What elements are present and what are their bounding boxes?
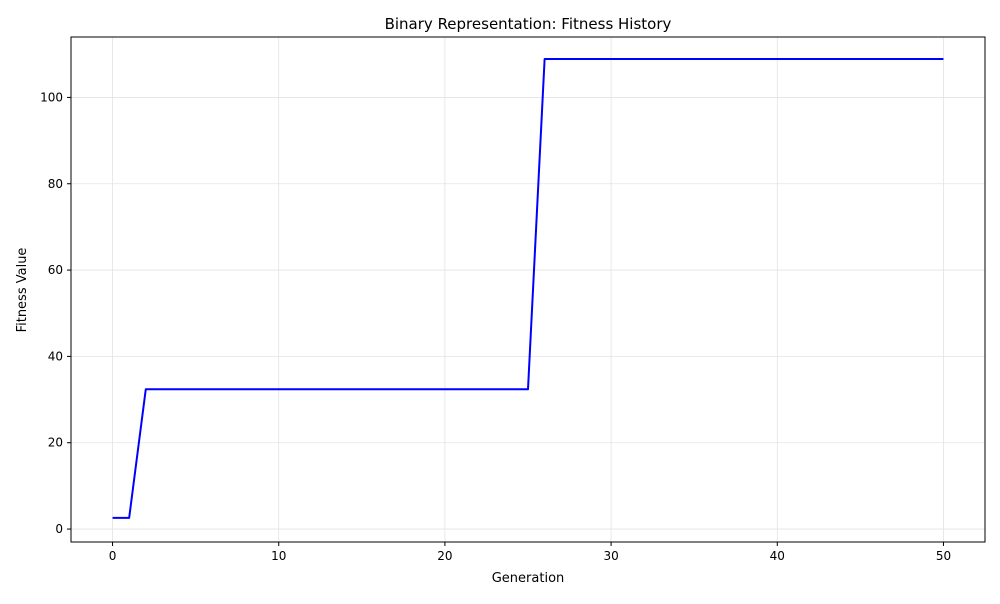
x-tick-label: 50 — [936, 549, 951, 563]
grid — [71, 37, 985, 542]
y-tick-label: 80 — [48, 177, 63, 191]
y-axis-label: Fitness Value — [15, 248, 30, 333]
x-tick-label: 30 — [603, 549, 618, 563]
axes: 0 10 20 30 40 50 0 20 40 60 80 100 — [40, 36, 986, 563]
x-tick-label: 0 — [109, 549, 117, 563]
x-axis-label: Generation — [492, 571, 565, 586]
y-tick-label: 40 — [48, 349, 63, 363]
x-tick-label: 20 — [437, 549, 452, 563]
y-tick-label: 100 — [40, 90, 63, 104]
x-tick-label: 10 — [271, 549, 286, 563]
y-tick-label: 0 — [55, 522, 63, 536]
x-tick-label: 40 — [770, 549, 785, 563]
chart-title: Binary Representation: Fitness History — [385, 15, 672, 33]
series-line-0 — [112, 58, 944, 519]
series-layer — [112, 58, 944, 519]
y-tick-label: 60 — [48, 263, 63, 277]
y-tick-label: 20 — [48, 436, 63, 450]
plot-frame — [70, 36, 986, 543]
